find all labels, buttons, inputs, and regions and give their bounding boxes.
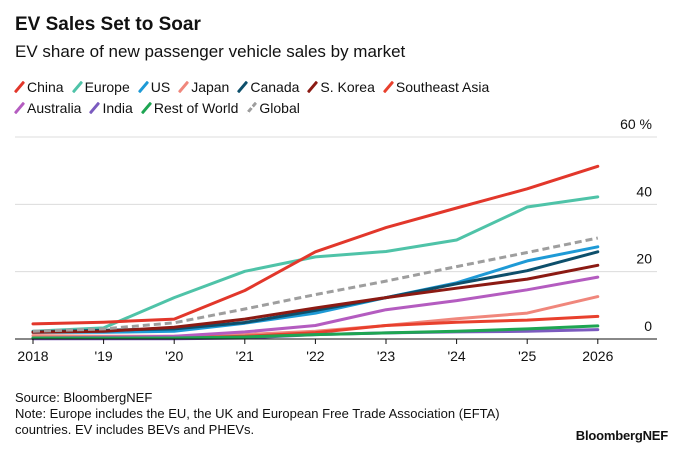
series-line-s-korea bbox=[31, 263, 600, 334]
legend-item: India bbox=[89, 98, 133, 119]
legend-label: Japan bbox=[191, 79, 230, 95]
series-line-europe bbox=[31, 195, 600, 333]
y-tick-label: 20 bbox=[636, 251, 652, 267]
x-tick-label: 2018 bbox=[17, 348, 48, 364]
y-tick-label: 60 % bbox=[620, 116, 652, 132]
legend-item: Southeast Asia bbox=[382, 77, 490, 98]
x-tick-label: '22 bbox=[306, 348, 324, 364]
series-line-global bbox=[32, 236, 599, 333]
x-tick-label: '25 bbox=[518, 348, 536, 364]
legend-item: Europe bbox=[71, 77, 130, 98]
x-tick-label: 2026 bbox=[582, 348, 613, 364]
series-line-us bbox=[31, 245, 600, 334]
legend-item: Canada bbox=[237, 77, 300, 98]
legend-item: US bbox=[137, 77, 171, 98]
x-tick-label: '21 bbox=[236, 348, 254, 364]
x-tick-label: '19 bbox=[94, 348, 112, 364]
source-text: Source: BloombergNEF bbox=[15, 390, 153, 405]
legend-label: S. Korea bbox=[320, 79, 375, 95]
x-tick-label: '24 bbox=[447, 348, 465, 364]
series-line-china bbox=[31, 164, 600, 326]
x-tick-label: '20 bbox=[165, 348, 183, 364]
legend-label: Australia bbox=[27, 100, 82, 116]
legend-item: Australia bbox=[13, 98, 82, 119]
legend-item: Japan bbox=[178, 77, 230, 98]
chart-subtitle: EV share of new passenger vehicle sales … bbox=[15, 42, 406, 61]
legend-label: Rest of World bbox=[153, 100, 239, 116]
chart-title: EV Sales Set to Soar bbox=[15, 14, 201, 35]
legend-label: Canada bbox=[250, 79, 300, 95]
x-tick-label: '23 bbox=[377, 348, 395, 364]
legend-label: Southeast Asia bbox=[395, 79, 490, 95]
legend-label: Global bbox=[259, 100, 300, 116]
note-text-2: countries. EV includes BEVs and PHEVs. bbox=[15, 422, 255, 437]
legend-label: US bbox=[150, 79, 171, 95]
y-tick-label: 0 bbox=[644, 318, 652, 334]
legend-item: Rest of World bbox=[140, 98, 239, 119]
legend-item: Global bbox=[246, 98, 300, 119]
series-line-rest-of-world bbox=[31, 324, 600, 340]
footnote: Source: BloombergNEF Note: Europe includ… bbox=[15, 390, 500, 438]
legend-label: India bbox=[102, 100, 133, 116]
legend-label: Europe bbox=[84, 79, 130, 95]
legend-label: China bbox=[27, 79, 64, 95]
y-tick-label: 40 bbox=[636, 183, 652, 199]
brand-logo: BloombergNEF bbox=[575, 428, 668, 443]
legend-item: S. Korea bbox=[307, 77, 375, 98]
legend: China Europe US Japan Canada S. Korea Southeas… bbox=[13, 77, 615, 119]
legend-item: China bbox=[13, 77, 64, 98]
note-text-1: Note: Europe includes the EU, the UK and… bbox=[15, 406, 500, 421]
